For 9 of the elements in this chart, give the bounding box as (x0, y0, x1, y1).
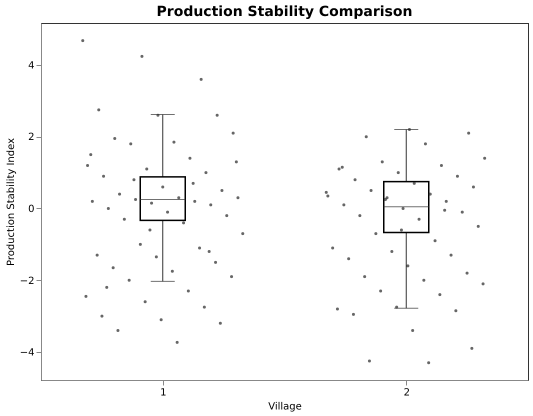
y-tick-label: −4 (20, 348, 34, 359)
chart-title: Production Stability Comparison (156, 4, 412, 20)
y-tick-label: 4 (28, 60, 34, 72)
y-axis-title: Production Stability Index (6, 138, 17, 266)
y-tick-label: 0 (28, 204, 34, 215)
x-tick-label: 1 (160, 388, 166, 398)
y-tick-label: 2 (28, 132, 34, 144)
y-tick-label: −2 (20, 276, 34, 287)
x-axis-title: Village (268, 402, 302, 412)
